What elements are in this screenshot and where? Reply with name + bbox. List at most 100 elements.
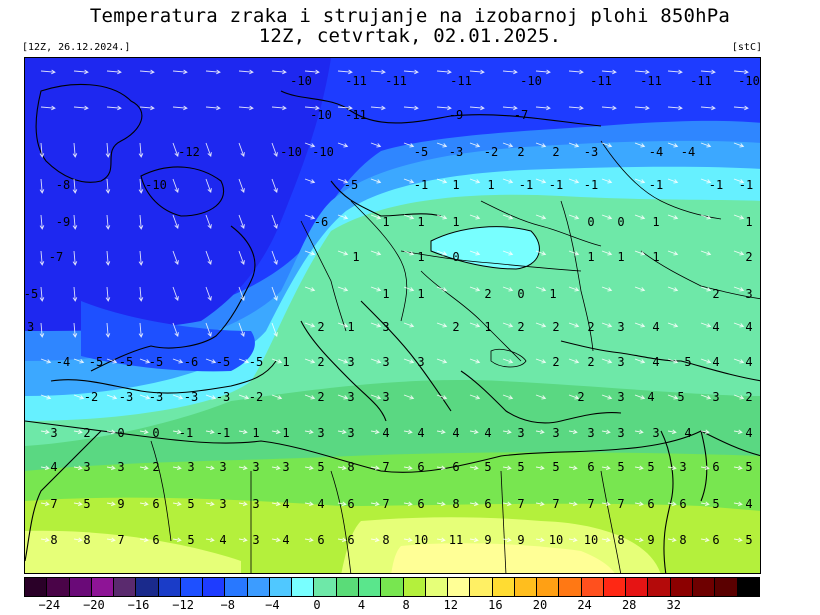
wind-arrow xyxy=(535,214,547,220)
colorbar-tick-label: 0 xyxy=(313,598,321,612)
colorbar-tick-label: 12 xyxy=(443,598,458,612)
temperature-value: 5 xyxy=(484,460,491,474)
wind-arrow xyxy=(337,537,347,543)
wind-arrow xyxy=(634,142,646,148)
temperature-value: 6 xyxy=(712,533,719,547)
wind-arrow xyxy=(205,69,221,75)
wind-arrow xyxy=(205,394,217,400)
wind-arrow xyxy=(733,394,745,400)
wind-arrow xyxy=(634,105,650,111)
temperature-value: 0 xyxy=(452,250,459,264)
wind-arrow xyxy=(733,322,745,328)
wind-arrow xyxy=(667,322,679,328)
temperature-value: 1 xyxy=(617,250,624,264)
temperature-value: 4 xyxy=(417,426,424,440)
wind-arrow xyxy=(700,358,712,364)
wind-arrow xyxy=(535,501,545,507)
temperature-value: -3 xyxy=(584,145,598,159)
wind-arrow xyxy=(403,501,413,507)
temperature-value: -11 xyxy=(345,108,367,122)
wind-arrow xyxy=(634,250,646,256)
temperature-value: 3 xyxy=(517,426,524,440)
wind-arrow xyxy=(601,250,613,256)
temperature-value: -5 xyxy=(119,355,133,369)
wind-arrow xyxy=(105,142,111,158)
wind-arrow xyxy=(172,286,179,302)
temperature-value: 1 xyxy=(282,426,289,440)
colorbar-swatch xyxy=(358,578,382,596)
wind-arrow xyxy=(40,394,52,400)
temperature-value: 5 xyxy=(187,533,194,547)
temperature-value: 2 xyxy=(484,287,491,301)
wind-arrow xyxy=(568,286,580,292)
wind-arrow xyxy=(40,537,50,543)
temperature-value: 5 xyxy=(745,460,752,474)
temperature-value: -2 xyxy=(249,390,263,404)
colorbar-tick-label: 32 xyxy=(666,598,682,612)
wind-arrow xyxy=(667,178,679,184)
temperature-value: -6 xyxy=(314,215,328,229)
temperature-value: -11 xyxy=(345,74,367,88)
wind-arrow xyxy=(733,142,745,148)
temperature-value: 4 xyxy=(282,497,289,511)
temperature-value: -1 xyxy=(739,178,753,192)
colorbar-swatch xyxy=(314,578,337,596)
wind-arrow xyxy=(535,429,545,435)
wind-arrow xyxy=(700,105,716,111)
temperature-value: -9 xyxy=(449,108,463,122)
wind-arrow xyxy=(138,286,144,302)
wind-arrow xyxy=(733,286,745,292)
wind-arrow xyxy=(601,537,611,543)
temperature-value: -11 xyxy=(450,74,472,88)
temperature-value: 3 xyxy=(382,320,389,334)
temperature-value: 9 xyxy=(647,533,654,547)
wind-arrow xyxy=(139,394,151,400)
wind-arrow xyxy=(436,105,452,111)
temperature-value: -10 xyxy=(290,74,312,88)
temperature-value: -2 xyxy=(84,390,98,404)
temperature-value: 4 xyxy=(282,533,289,547)
temperature-value: 5 xyxy=(677,390,684,404)
wind-vectors xyxy=(39,69,749,543)
temperature-values: -10 -11 -11 -11 -10 -11 -11 -11 -10-10 -11 -9 -7-12… xyxy=(25,74,760,547)
wind-arrow xyxy=(172,142,179,158)
temperature-value: 4 xyxy=(647,390,654,404)
temperature-value: 6 xyxy=(417,460,424,474)
colorbar-swatch xyxy=(336,578,359,596)
temperature-value: -11 xyxy=(590,74,612,88)
wind-arrow xyxy=(238,286,245,302)
colorbar-swatch xyxy=(514,578,538,596)
wind-arrow xyxy=(700,322,712,328)
wind-arrow xyxy=(601,286,613,292)
temperature-value: 3 xyxy=(617,320,624,334)
wind-arrow xyxy=(238,214,245,230)
wind-arrow xyxy=(73,501,83,507)
colorbar-swatch xyxy=(715,578,738,596)
temperature-value: -1 xyxy=(179,426,193,440)
temperature-value: 1 xyxy=(382,287,389,301)
wind-arrow xyxy=(601,322,613,328)
temperature-value: -1 xyxy=(414,178,428,192)
wind-arrow xyxy=(139,69,155,75)
wind-arrow xyxy=(172,429,182,435)
temperature-value: 1 xyxy=(587,250,594,264)
wind-arrow xyxy=(106,537,116,543)
colorbar-swatch xyxy=(269,578,293,596)
wind-arrow xyxy=(700,286,712,292)
wind-arrow xyxy=(436,429,446,435)
colorbar-swatch xyxy=(470,578,493,596)
wind-arrow xyxy=(304,322,316,328)
wind-arrow xyxy=(39,214,45,230)
temperature-value: 2 xyxy=(452,320,459,334)
wind-arrow xyxy=(271,286,278,302)
colorbar-tick-labels: −24 −20 −16 −12 −8 −4 0 4 8 12 16 20 24 28 32 xyxy=(0,598,820,614)
temperature-value: 3 xyxy=(317,426,324,440)
wind-arrow xyxy=(304,69,320,75)
wind-arrow xyxy=(106,465,116,471)
wind-arrow xyxy=(139,429,149,435)
temperature-value: -5 xyxy=(216,355,230,369)
wind-arrow xyxy=(172,214,179,230)
wind-arrow xyxy=(172,501,182,507)
wind-arrow xyxy=(568,69,584,75)
wind-arrow xyxy=(205,286,212,302)
